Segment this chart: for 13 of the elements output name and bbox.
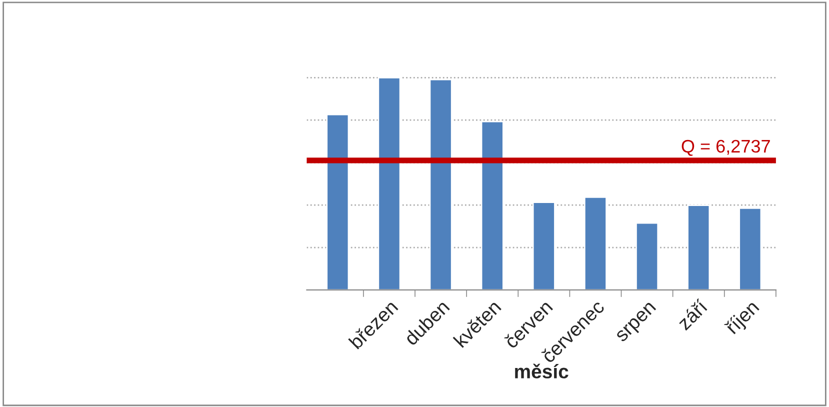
x-axis-title: měsíc [515,364,568,378]
x-tick-label: říjen [724,299,762,338]
x-tick-label: září [676,298,709,331]
bar [532,202,556,290]
bar [738,208,762,290]
bar [429,78,452,290]
bar [326,114,350,290]
bar [636,222,659,290]
ref-line-label: Q = 6,2737 [682,140,770,156]
bar [687,204,710,290]
bar [378,76,401,290]
bar [584,196,607,290]
bar [480,120,504,290]
